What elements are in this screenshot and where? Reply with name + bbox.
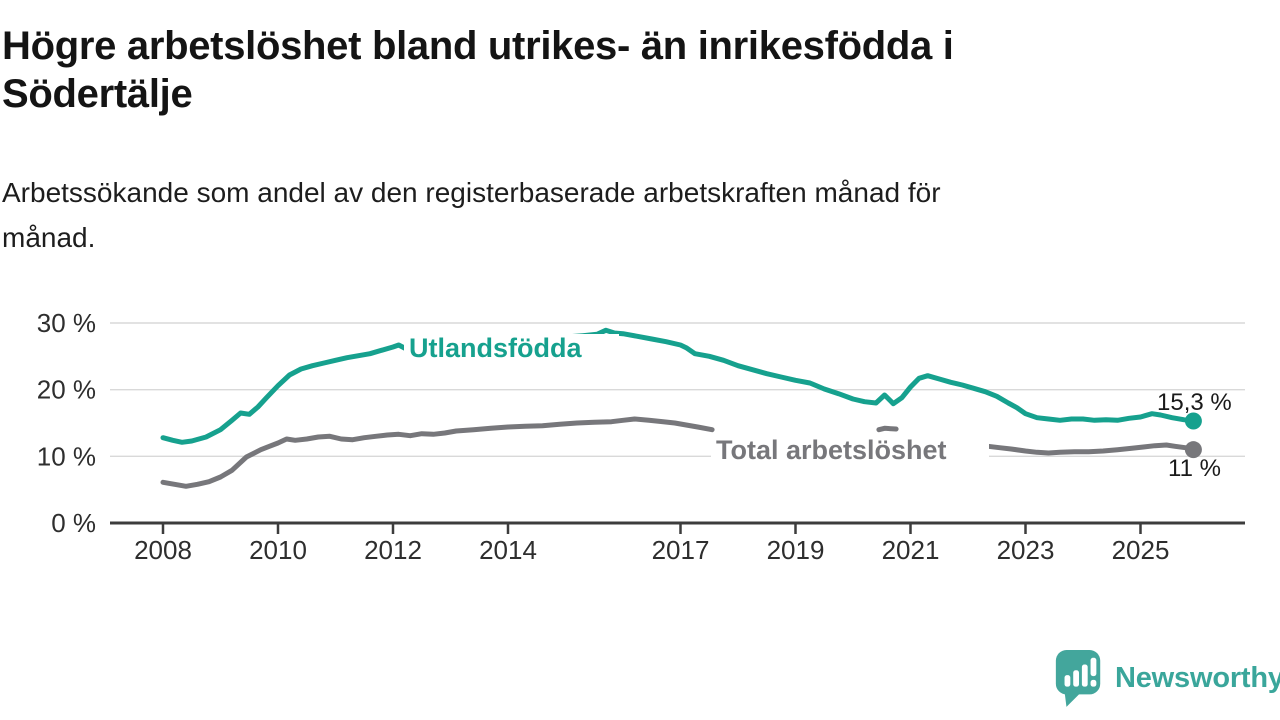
subtitle-line-1: Arbetssökande som andel av den registerb… [2,177,941,208]
page-title: Högre arbetslöshet bland utrikes- än inr… [2,22,954,118]
x-tick-label: 2014 [479,535,537,565]
x-tick-label: 2025 [1112,535,1170,565]
logo-exclamation-dot [1090,679,1097,687]
series-line-1 [985,442,1196,456]
series-end-dot-1 [1184,441,1202,459]
series-label-1: Total arbetslöshet [716,435,947,465]
x-tick-label: 2012 [364,535,422,565]
x-tick-label: 2017 [652,535,710,565]
y-tick-label: 30 % [37,308,96,338]
series-end-dot-0 [1184,412,1202,430]
subtitle-line-2: månad. [2,222,96,253]
x-tick-label: 2023 [997,535,1055,565]
series-line-0 [160,327,1196,445]
series-end-value-1: 11 % [1168,455,1221,482]
series-line-1 [876,425,899,433]
x-tick-label: 2019 [767,535,825,565]
speech-bubble-tail [1064,691,1082,707]
logo-bar-2 [1073,670,1079,687]
y-tick-label: 0 % [51,508,96,538]
newsworthy-logo: Newsworthy [1052,646,1280,710]
x-tick-label: 2021 [882,535,940,565]
series-end-value-0: 15,3 % [1157,389,1232,416]
logo-bar-1 [1064,675,1071,687]
chart-subtitle: Arbetssökande som andel av den registerb… [2,170,941,260]
y-tick-label: 10 % [37,441,96,471]
logo-exclamation-bar [1090,657,1097,677]
x-tick-label: 2008 [134,535,192,565]
logo-bar-3 [1081,664,1088,687]
title-line-1: Högre arbetslöshet bland utrikes- än inr… [2,24,954,68]
series-line-1 [160,416,715,489]
series-label-bg-1 [711,437,989,465]
series-label-bg-0 [404,334,619,364]
title-line-2: Södertälje [2,72,193,116]
series-label-0: Utlandsfödda [409,333,582,363]
newsworthy-wordmark: Newsworthy [1115,661,1280,694]
newsworthy-logo-icon [1055,650,1101,707]
x-tick-label: 2010 [249,535,307,565]
y-tick-label: 20 % [37,375,96,405]
